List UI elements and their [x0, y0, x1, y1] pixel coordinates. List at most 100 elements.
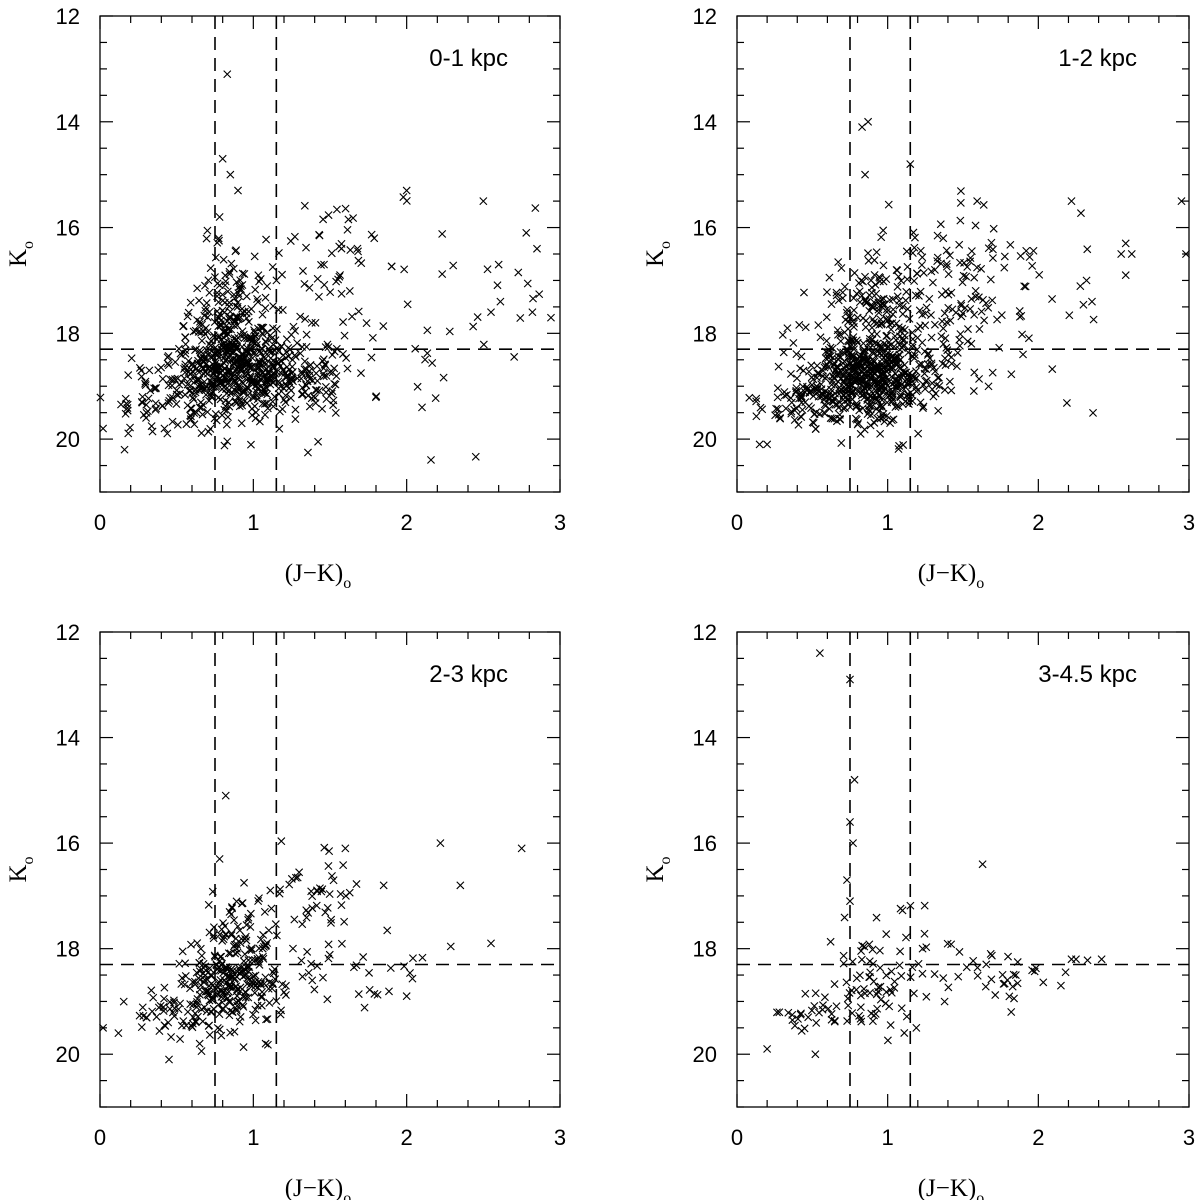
data-point-x-marker: [141, 379, 150, 388]
data-point-x-marker: [752, 394, 761, 403]
data-point-x-marker: [870, 270, 879, 279]
data-point-x-marker: [421, 355, 430, 364]
data-point-x-marker: [226, 170, 235, 179]
data-point-x-marker: [349, 963, 358, 972]
data-point-x-marker: [367, 230, 376, 239]
data-point-x-marker: [849, 294, 858, 303]
data-point-x-marker: [962, 272, 971, 281]
data-point-x-marker: [242, 936, 251, 945]
data-point-x-marker: [241, 385, 250, 394]
data-point-x-marker: [792, 404, 801, 413]
data-point-x-marker: [303, 947, 312, 956]
data-point-x-marker: [137, 1023, 146, 1032]
data-point-x-marker: [922, 365, 931, 374]
data-point-x-marker: [942, 262, 951, 271]
data-point-x-marker: [846, 818, 854, 826]
data-point-x-marker: [955, 240, 964, 249]
data-point-x-marker: [313, 274, 322, 283]
data-point-x-marker: [870, 418, 879, 427]
data-point-x-marker: [384, 987, 393, 996]
data-point-x-marker: [216, 379, 225, 388]
data-point-x-marker: [892, 353, 901, 362]
data-point-x-marker: [217, 1031, 226, 1040]
data-point-x-marker: [203, 408, 212, 416]
data-point-x-marker: [772, 404, 781, 413]
data-point-x-marker: [223, 70, 232, 79]
data-point-x-marker: [318, 357, 327, 366]
data-point-x-marker: [232, 246, 241, 255]
data-point-x-marker: [227, 259, 236, 268]
data-point-x-marker: [852, 402, 861, 411]
data-point-x-marker: [251, 414, 260, 423]
data-point-x-marker: [261, 1039, 270, 1048]
data-point-x-marker: [1072, 955, 1080, 964]
data-point-x-marker: [901, 933, 910, 942]
data-point-x-marker: [310, 985, 319, 994]
data-point-x-marker: [216, 316, 225, 325]
data-point-x-marker: [343, 364, 352, 373]
data-point-x-marker: [324, 940, 333, 949]
data-point-x-marker: [274, 249, 283, 257]
data-point-x-marker: [160, 424, 169, 433]
data-point-x-marker: [288, 944, 297, 953]
data-point-x-marker: [231, 302, 240, 311]
data-point-x-marker: [436, 839, 445, 848]
data-point-x-marker: [843, 994, 852, 1003]
data-point-x-marker: [251, 285, 260, 294]
data-point-x-marker: [240, 878, 249, 887]
data-point-x-marker: [875, 301, 884, 310]
data-point-x-marker: [1177, 197, 1186, 206]
data-point-x-marker: [330, 347, 339, 356]
data-point-x-marker: [812, 382, 821, 391]
data-point-x-marker: [312, 386, 321, 395]
data-point-x-marker: [220, 308, 229, 317]
data-point-x-marker: [223, 437, 232, 446]
data-point-x-marker: [278, 306, 287, 315]
data-point-x-marker: [204, 427, 213, 436]
data-point-x-marker: [232, 335, 241, 344]
data-point-x-marker: [958, 278, 967, 287]
data-point-x-marker: [240, 270, 249, 279]
data-point-x-marker: [180, 980, 189, 989]
data-point-x-marker: [167, 1033, 176, 1042]
data-point-x-marker: [456, 881, 465, 890]
data-point-x-marker: [251, 332, 260, 341]
data-point-x-marker: [286, 394, 295, 403]
data-point-x-marker: [830, 980, 839, 989]
data-point-x-marker: [1062, 398, 1071, 407]
data-point-x-marker: [269, 302, 278, 311]
data-point-x-marker: [822, 313, 831, 322]
data-point-x-marker: [198, 400, 207, 409]
data-point-x-marker: [858, 277, 867, 286]
data-point-x-marker: [883, 344, 892, 353]
data-point-x-marker: [855, 1011, 864, 1020]
data-point-x-marker: [930, 970, 939, 979]
data-point-x-marker: [850, 775, 859, 784]
data-point-x-marker: [867, 276, 876, 285]
data-point-x-marker: [186, 298, 195, 307]
data-point-x-marker: [959, 271, 968, 280]
data-point-x-marker: [244, 967, 253, 976]
data-point-x-marker: [189, 395, 198, 404]
data-point-x-marker: [814, 321, 823, 330]
data-point-x-marker: [912, 387, 921, 396]
data-point-x-marker: [256, 935, 265, 944]
data-point-x-marker: [887, 372, 896, 381]
panel-distance-label: 0-1 kpc: [429, 45, 508, 72]
data-point-x-marker: [276, 885, 285, 894]
data-point-x-marker: [856, 991, 865, 1000]
data-point-x-marker: [158, 374, 167, 383]
data-point-x-marker: [937, 259, 946, 268]
data-point-x-marker: [226, 949, 235, 958]
data-point-x-marker: [1029, 246, 1038, 255]
data-point-x-marker: [261, 293, 270, 302]
data-point-x-marker: [200, 311, 209, 320]
data-point-x-marker: [879, 261, 888, 270]
data-point-x-marker: [493, 281, 502, 290]
data-point-x-marker: [249, 392, 258, 401]
data-point-x-marker: [825, 273, 834, 282]
data-point-x-marker: [828, 414, 837, 423]
data-point-x-marker: [272, 997, 281, 1006]
data-point-x-marker: [811, 1050, 820, 1059]
